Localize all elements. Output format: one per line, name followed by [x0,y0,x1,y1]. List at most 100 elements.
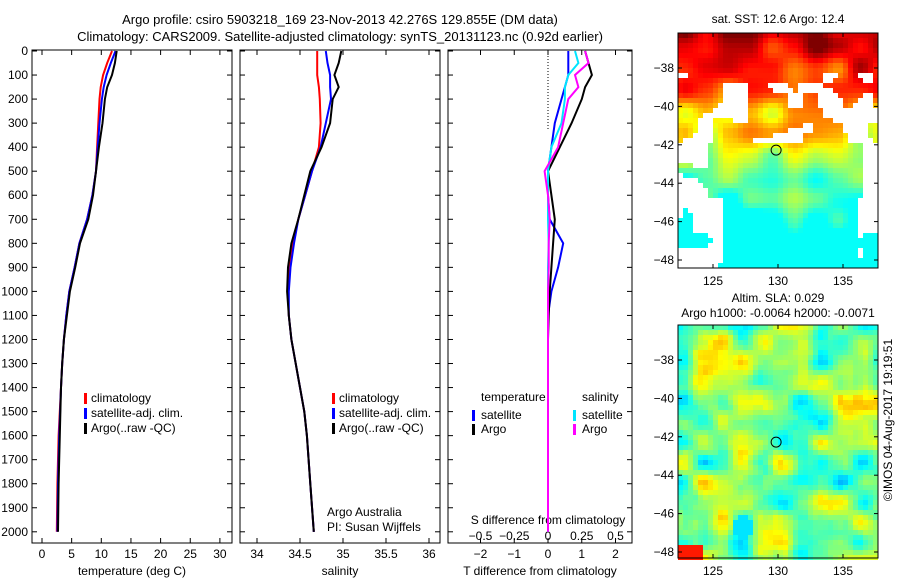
ytick-label: 1600 [1,429,28,443]
salinity-axes [239,49,441,544]
ytick-label: 2000 [1,525,28,539]
ytick-label: −40 [654,99,675,113]
legend-header: temperature [481,390,546,404]
ytick-label: −44 [654,468,675,482]
argo-location-marker [770,436,782,448]
xaxis-label: temperature (deg C) [78,564,186,578]
legend-swatch [472,424,475,435]
ytick-label: 500 [8,164,28,178]
xtick2-label: 0 [545,529,552,543]
ytick-label: 1200 [1,332,28,346]
map-title: Altim. SLA: 0.029 [732,291,825,305]
map-title: sat. SST: 12.6 Argo: 12.4 [712,12,845,26]
legend-swatch [84,423,87,434]
legend-swatch [84,393,87,404]
ytick-label: 0 [21,44,28,58]
ytick-label: 1300 [1,357,28,371]
xtick-label: 34 [250,547,264,561]
annotation-text: Argo Australia [327,505,402,519]
ytick-label: 700 [8,212,28,226]
xtick-label: 10 [95,547,109,561]
legend-label: Argo [582,422,608,436]
xtick-label: 5 [68,547,75,561]
xtick-label: 36 [422,547,436,561]
ytick-label: 300 [8,116,28,130]
credit-text: ©IMOS 04-Aug-2017 19:19:51 [881,339,895,502]
legend-label: satellite-adj. clim. [339,406,431,420]
xtick2-label: −0.5 [469,529,493,543]
legend-swatch [84,408,87,419]
xtick-label: 125 [703,274,723,288]
ytick-label: −42 [654,138,675,152]
ytick-label: 1500 [1,405,28,419]
xtick-label: 25 [184,547,198,561]
xtick-label: 34.5 [288,547,312,561]
annotation-text: PI: Susan Wijffels [327,520,421,534]
ytick-label: 600 [8,188,28,202]
xtick2-label: −0.25 [499,529,530,543]
xtick-label: 15 [124,547,138,561]
series-line-salinity-argo [543,50,590,532]
ytick-label: 200 [8,92,28,106]
legend-label: climatology [91,391,151,405]
legend-header: salinity [582,390,619,404]
legend-label: satellite-adj. clim. [91,406,183,420]
ytick-label: 1900 [1,501,28,515]
ytick-label: 1700 [1,453,28,467]
ytick-label: 1100 [2,308,28,322]
xtick-label: 135 [833,274,853,288]
ytick-label: 800 [8,236,28,250]
xtick-label: 130 [768,564,788,578]
xtick-label: 35 [336,547,350,561]
legend-label: satellite [582,408,623,422]
xtick-label: 125 [703,564,723,578]
argo-location-marker [770,144,782,156]
legend-swatch [472,410,475,421]
ytick-label: 1800 [1,477,28,491]
xtick-label: −1 [507,547,521,561]
xtick2-label: 0.5 [607,529,624,543]
title-line2: Climatology: CARS2009. Satellite-adjuste… [77,29,603,44]
xtick-label: 0 [545,547,552,561]
xtick-label: 1 [578,547,585,561]
xtick-label: −2 [474,547,488,561]
ytick-label: −38 [654,353,675,367]
xaxis-label: T difference from climatology [463,564,617,578]
xtick-label: 20 [154,547,168,561]
sla-map-heatmap [678,325,878,560]
ytick-label: 900 [8,260,28,274]
ytick-label: 400 [8,140,28,154]
ytick-label: −42 [654,430,675,444]
legend-label: Argo(..raw -QC) [339,421,424,435]
ytick-label: −44 [654,176,675,190]
legend-label: Argo(..raw -QC) [91,421,176,435]
difference-axes [447,49,633,544]
xaxis-label: salinity [322,564,359,578]
series-line-argo-raw-qc- [286,50,343,532]
series-line-argo-raw-qc- [57,50,118,532]
xtick-label: 35.5 [374,547,398,561]
xtick-label: 0 [39,547,46,561]
ytick-label: 100 [8,68,28,82]
legend-label: satellite [481,408,522,422]
title-line1: Argo profile: csiro 5903218_169 23-Nov-2… [122,12,558,27]
xtick-label: 130 [768,274,788,288]
xtick-label: 135 [833,564,853,578]
legend-swatch [573,410,576,421]
temperature-axes [31,49,233,544]
ytick-label: −38 [654,61,675,75]
legend-label: climatology [339,391,399,405]
ytick-label: −48 [654,545,675,559]
ytick-label: 1400 [1,381,28,395]
legend-swatch [573,424,576,435]
legend-swatch [332,393,335,404]
legend-swatch [332,408,335,419]
legend-label: Argo [481,422,507,436]
xtick-label: 30 [213,547,227,561]
xtick2-label: 0.25 [570,529,594,543]
ytick-label: −48 [654,253,675,267]
ytick-label: 1000 [1,284,28,298]
xtick-label: 2 [612,547,619,561]
